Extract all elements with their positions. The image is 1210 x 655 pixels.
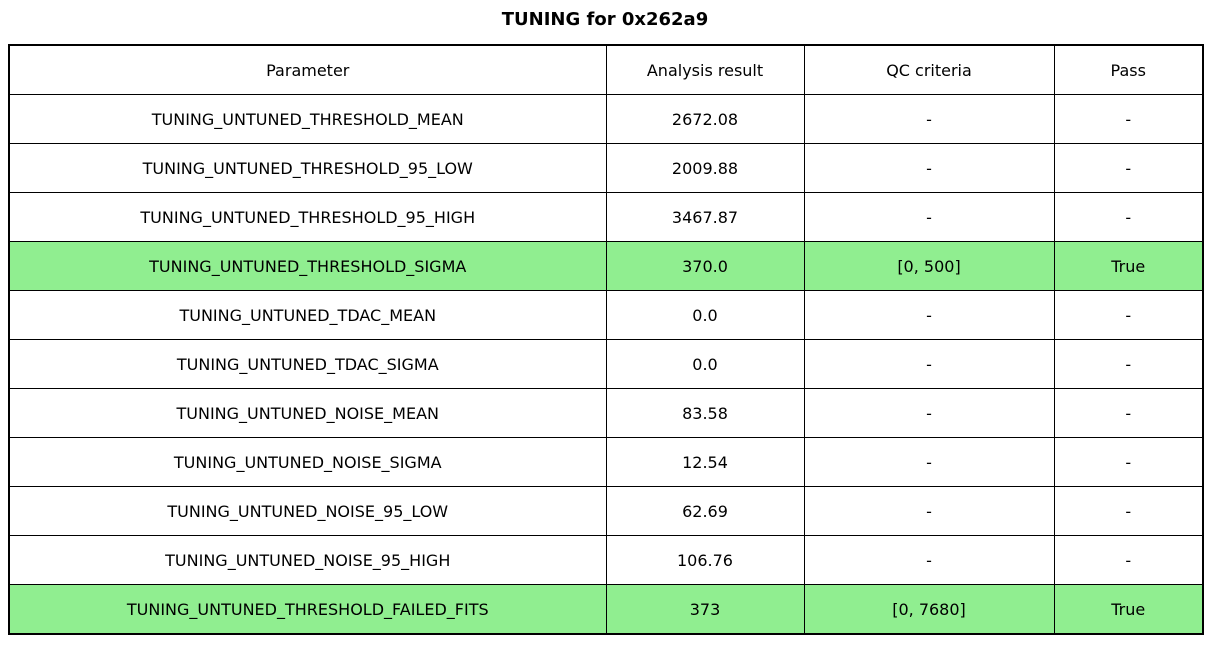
pass-cell: True: [1053, 241, 1204, 291]
column-header-parameter: Parameter: [8, 44, 607, 95]
table-row: TUNING_UNTUNED_TDAC_MEAN 0.0- -: [8, 290, 1204, 340]
table-row: TUNING_UNTUNED_NOISE_95_HIGH 106.76- -: [8, 535, 1204, 585]
table-row: TUNING_UNTUNED_NOISE_MEAN 83.58- -: [8, 388, 1204, 438]
analysis-result-cell: 370.0: [605, 241, 805, 291]
page-title: TUNING for 0x262a9: [501, 9, 709, 30]
qc-criteria-cell: -: [803, 94, 1055, 144]
qc-criteria-cell: -: [803, 486, 1055, 536]
analysis-result-cell: 373: [605, 584, 805, 635]
pass-cell: -: [1053, 535, 1204, 585]
pass-cell: -: [1053, 339, 1204, 389]
analysis-result-cell: 2009.88: [605, 143, 805, 193]
qc-criteria-cell: -: [803, 388, 1055, 438]
pass-cell: True: [1053, 584, 1204, 635]
table-row: TUNING_UNTUNED_THRESHOLD_95_HIGH 3467.87-…: [8, 192, 1204, 242]
table-row: TUNING_UNTUNED_THRESHOLD_95_LOW 2009.88- -: [8, 143, 1204, 193]
qc-criteria-cell: [0, 500]: [803, 241, 1055, 291]
analysis-result-cell: 3467.87: [605, 192, 805, 242]
qc-table-body: TUNING_UNTUNED_THRESHOLD_MEAN 2672.08- - TU…: [8, 94, 1204, 635]
parameter-cell: TUNING_UNTUNED_NOISE_95_HIGH: [8, 535, 607, 585]
qc-criteria-cell: -: [803, 437, 1055, 487]
parameter-cell: TUNING_UNTUNED_THRESHOLD_MEAN: [8, 94, 607, 144]
pass-cell: -: [1053, 143, 1204, 193]
column-header-qc-criteria: QC criteria: [803, 44, 1055, 95]
parameter-cell: TUNING_UNTUNED_THRESHOLD_SIGMA: [8, 241, 607, 291]
qc-table-header-row: Parameter Analysis result QC criteria Pass: [8, 44, 1204, 95]
parameter-cell: TUNING_UNTUNED_THRESHOLD_95_LOW: [8, 143, 607, 193]
qc-criteria-cell: -: [803, 535, 1055, 585]
parameter-cell: TUNING_UNTUNED_NOISE_SIGMA: [8, 437, 607, 487]
analysis-result-cell: 2672.08: [605, 94, 805, 144]
parameter-cell: TUNING_UNTUNED_NOISE_95_LOW: [8, 486, 607, 536]
qc-criteria-cell: -: [803, 290, 1055, 340]
table-row: TUNING_UNTUNED_THRESHOLD_MEAN 2672.08- -: [8, 94, 1204, 144]
analysis-result-cell: 0.0: [605, 290, 805, 340]
pass-cell: -: [1053, 290, 1204, 340]
analysis-result-cell: 12.54: [605, 437, 805, 487]
pass-cell: -: [1053, 486, 1204, 536]
table-row: TUNING_UNTUNED_TDAC_SIGMA 0.0- -: [8, 339, 1204, 389]
analysis-result-cell: 83.58: [605, 388, 805, 438]
parameter-cell: TUNING_UNTUNED_TDAC_SIGMA: [8, 339, 607, 389]
table-row: TUNING_UNTUNED_THRESHOLD_SIGMA 370.0 [0, 5…: [8, 241, 1204, 291]
column-header-analysis-result: Analysis result: [605, 44, 805, 95]
pass-cell: -: [1053, 437, 1204, 487]
parameter-cell: TUNING_UNTUNED_THRESHOLD_FAILED_FITS: [8, 584, 607, 635]
analysis-result-cell: 106.76: [605, 535, 805, 585]
analysis-result-cell: 0.0: [605, 339, 805, 389]
parameter-cell: TUNING_UNTUNED_THRESHOLD_95_HIGH: [8, 192, 607, 242]
qc-criteria-cell: -: [803, 192, 1055, 242]
table-row: TUNING_UNTUNED_NOISE_SIGMA 12.54- -: [8, 437, 1204, 487]
parameter-cell: TUNING_UNTUNED_TDAC_MEAN: [8, 290, 607, 340]
pass-cell: -: [1053, 192, 1204, 242]
qc-results-table: Parameter Analysis result QC criteria Pass …: [8, 44, 1204, 635]
table-row: TUNING_UNTUNED_THRESHOLD_FAILED_FITS 373[…: [8, 584, 1204, 635]
column-header-pass: Pass: [1053, 44, 1204, 95]
pass-cell: -: [1053, 388, 1204, 438]
qc-criteria-cell: -: [803, 339, 1055, 389]
table-row: TUNING_UNTUNED_NOISE_95_LOW 62.69- -: [8, 486, 1204, 536]
analysis-result-cell: 62.69: [605, 486, 805, 536]
parameter-cell: TUNING_UNTUNED_NOISE_MEAN: [8, 388, 607, 438]
qc-criteria-cell: [0, 7680]: [803, 584, 1055, 635]
pass-cell: -: [1053, 94, 1204, 144]
qc-criteria-cell: -: [803, 143, 1055, 193]
